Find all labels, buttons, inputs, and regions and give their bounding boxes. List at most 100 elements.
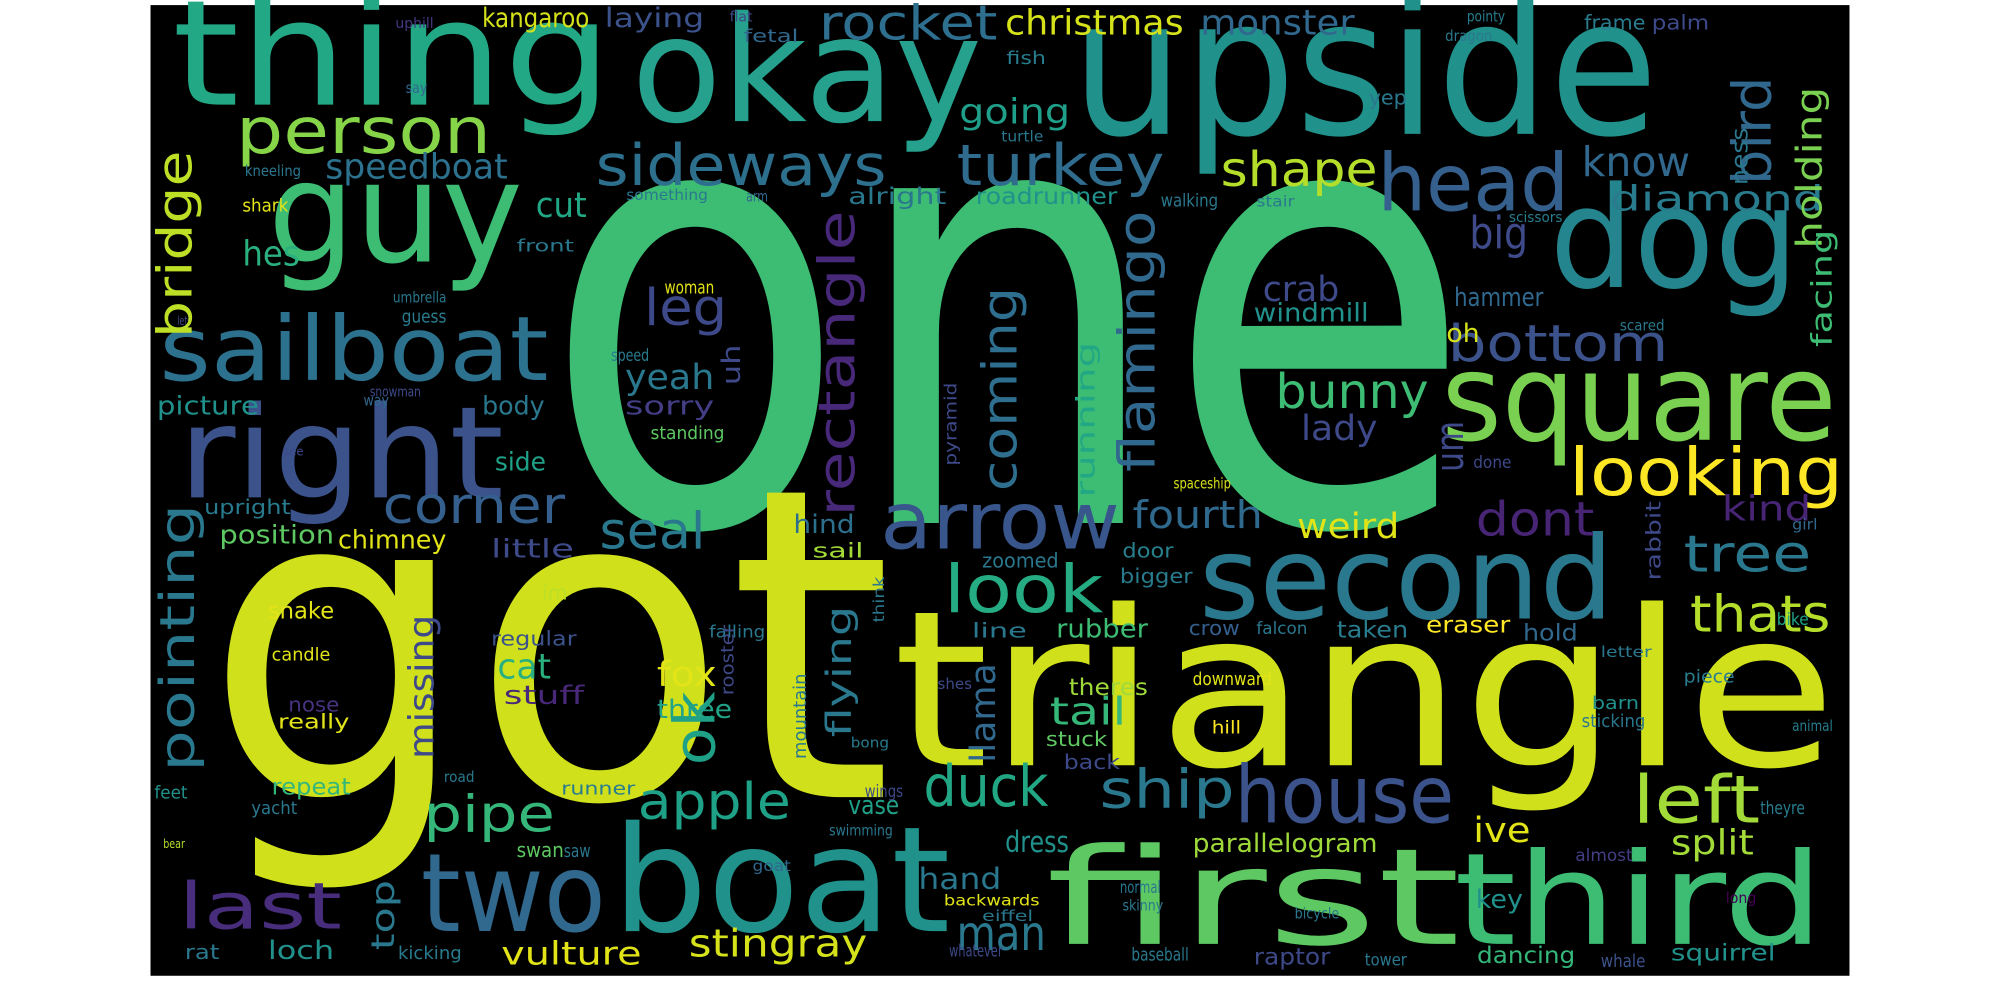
word: windmill xyxy=(1254,298,1369,328)
word: roadrunner xyxy=(976,184,1118,210)
word: animal xyxy=(1792,717,1833,735)
word: pointing xyxy=(150,504,206,772)
word: sorry xyxy=(625,392,714,422)
word: backwards xyxy=(944,892,1040,910)
word: baseball xyxy=(1131,944,1188,965)
word: bottom xyxy=(1448,315,1669,374)
word: lets xyxy=(177,314,191,329)
word: squirrel xyxy=(1671,940,1776,966)
word: see xyxy=(283,444,304,459)
word: bong xyxy=(851,735,889,751)
word: fish xyxy=(1006,48,1046,69)
word: nose xyxy=(288,693,339,717)
word: two xyxy=(421,830,606,957)
word: letter xyxy=(1601,643,1653,661)
word: ness xyxy=(1727,128,1753,185)
word: piece xyxy=(1684,666,1735,687)
word: llama xyxy=(964,663,1004,762)
word: im xyxy=(542,580,568,604)
word: hes xyxy=(242,234,299,274)
word: man xyxy=(957,906,1046,962)
word: rooster xyxy=(717,624,738,695)
word: say xyxy=(406,79,428,97)
word: yacht xyxy=(251,798,297,819)
word: guy xyxy=(268,132,523,295)
word: house xyxy=(1235,750,1454,842)
word: stair xyxy=(1256,193,1295,211)
word: flat xyxy=(730,10,753,26)
word: stuck xyxy=(1046,727,1107,751)
word: goat xyxy=(753,857,791,875)
word: repeat xyxy=(272,775,351,801)
word: seal xyxy=(599,502,705,561)
word: duck xyxy=(923,753,1049,820)
word: door xyxy=(1122,538,1174,562)
word: hold xyxy=(1523,620,1578,646)
word: turkey xyxy=(957,132,1165,199)
word: third xyxy=(1454,827,1824,975)
word: triangle xyxy=(893,565,1837,817)
word: rocket xyxy=(819,0,998,52)
word: running xyxy=(1071,342,1101,498)
word: think xyxy=(870,576,888,622)
word: ive xyxy=(1473,811,1530,851)
word: rat xyxy=(185,940,219,964)
word: fourth xyxy=(1133,493,1263,538)
word: line xyxy=(972,619,1027,643)
word: bird xyxy=(1720,77,1783,185)
word: arm xyxy=(746,188,768,206)
word: bunny xyxy=(1276,364,1429,420)
word: falcon xyxy=(1256,619,1307,638)
word: theyre xyxy=(1760,798,1805,819)
word: apple xyxy=(638,773,791,832)
word: hind xyxy=(793,510,854,540)
word: holding xyxy=(1789,87,1830,249)
word: second xyxy=(1199,513,1614,647)
word: snowman xyxy=(370,385,421,401)
word: wings xyxy=(865,782,903,801)
word: frame xyxy=(1584,10,1645,34)
word: dragon xyxy=(1445,27,1492,45)
word: body xyxy=(482,392,544,422)
word: almost xyxy=(1575,846,1633,865)
word: whale xyxy=(1601,951,1646,972)
word: thats xyxy=(1690,585,1830,644)
word: um xyxy=(1428,421,1473,472)
word: eiffel xyxy=(982,907,1033,925)
word: palm xyxy=(1652,10,1709,34)
word: ship xyxy=(1099,757,1234,820)
word: mountain xyxy=(790,673,811,758)
word: bear xyxy=(163,837,185,852)
word: sideways xyxy=(596,132,887,199)
word: front xyxy=(517,236,575,255)
word: falling xyxy=(709,623,765,642)
word: kind xyxy=(1722,489,1811,529)
word: chimney xyxy=(338,525,446,555)
word: guess xyxy=(402,307,447,328)
word: cut xyxy=(536,186,587,226)
word: pipe xyxy=(423,786,554,845)
word: yeah xyxy=(625,358,714,398)
word: oh xyxy=(1446,319,1479,349)
word: dog xyxy=(1550,158,1799,321)
word: speedboat xyxy=(325,148,507,188)
word: stuff xyxy=(504,681,586,711)
word: top xyxy=(364,880,402,950)
word: vulture xyxy=(501,934,641,972)
word: saw xyxy=(564,841,591,862)
word: turtle xyxy=(1001,128,1043,146)
word: fetal xyxy=(744,26,799,47)
word: girl xyxy=(1792,515,1818,533)
word: speed xyxy=(611,346,649,365)
word: normal xyxy=(1120,878,1161,897)
word: facing xyxy=(1806,230,1839,347)
word: candle xyxy=(272,645,331,666)
word: side xyxy=(495,448,546,478)
word: long xyxy=(1726,889,1757,907)
word: little xyxy=(491,534,574,564)
word: rubber xyxy=(1056,615,1148,645)
word: last xyxy=(179,871,342,945)
word: pointy xyxy=(1467,8,1505,26)
